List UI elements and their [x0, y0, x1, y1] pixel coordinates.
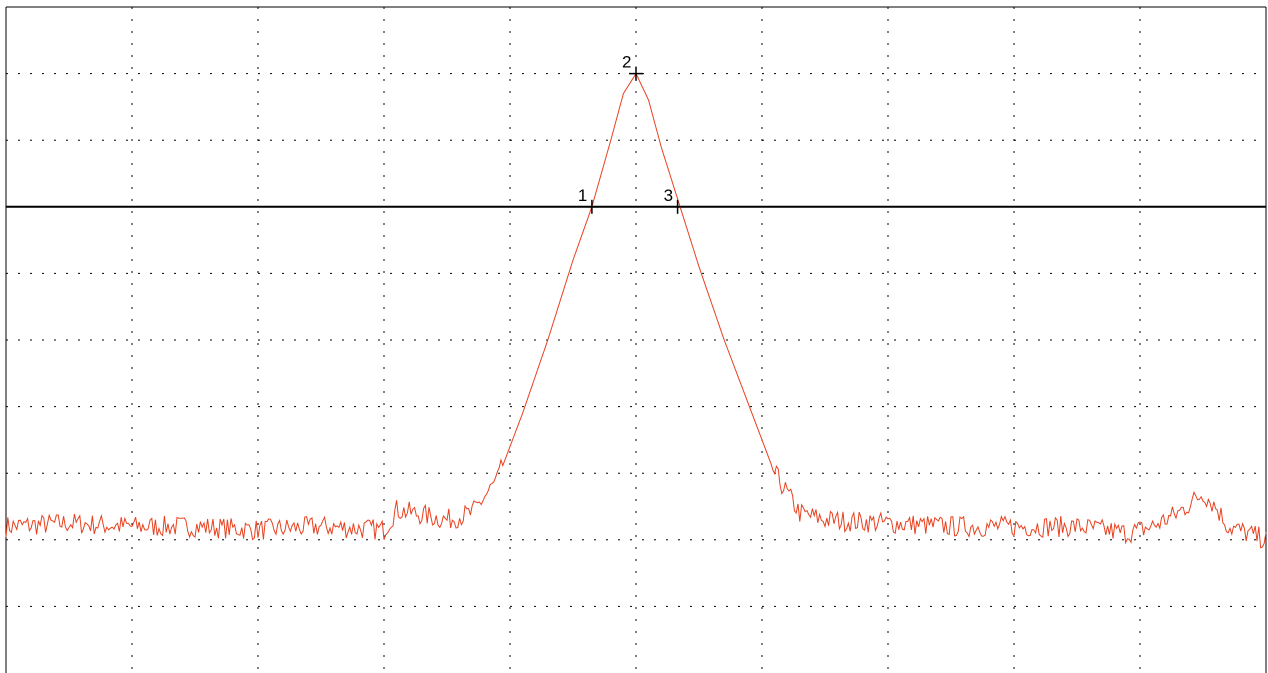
marker-group: 1 2 3 — [578, 53, 685, 214]
plot-grid — [6, 7, 1266, 673]
marker-1-label: 1 — [578, 186, 587, 205]
plot-frame — [5, 6, 1267, 673]
marker-2-label: 2 — [622, 53, 631, 72]
marker-3-label: 3 — [664, 186, 673, 205]
